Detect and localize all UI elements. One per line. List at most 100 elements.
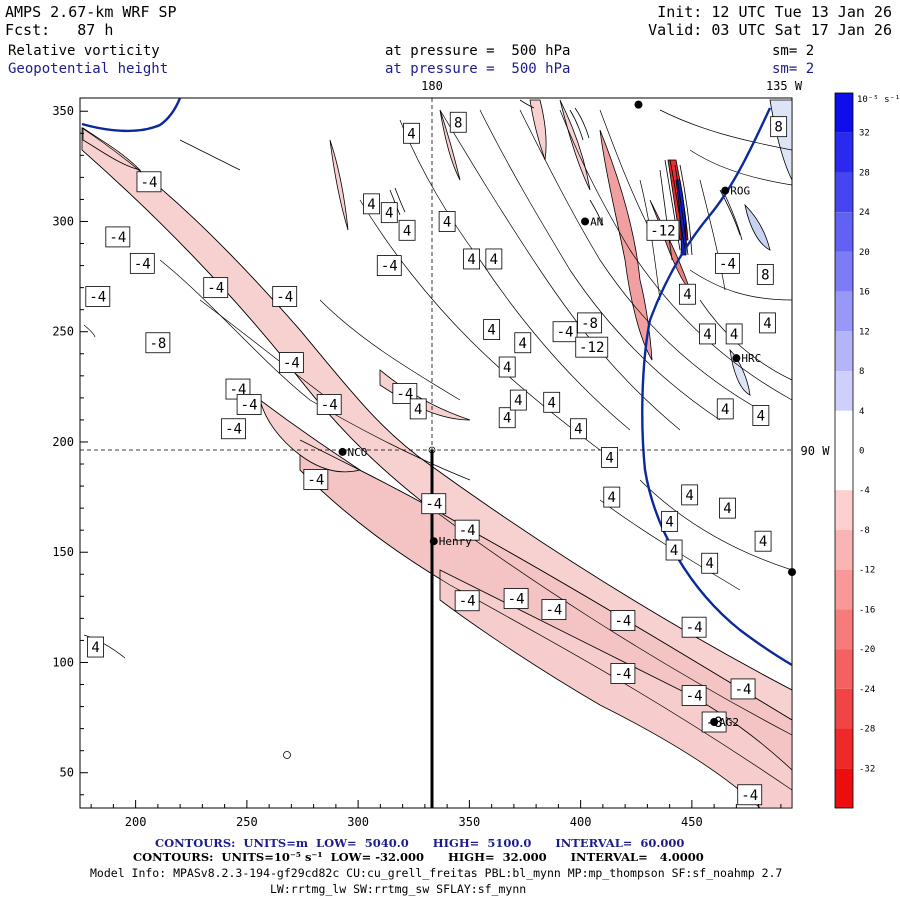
axes: 200 250 300 350 400 450 50 100 150 200 250 300 350 [52,104,782,829]
station-marker [429,537,438,546]
pos-core [675,179,687,256]
contour-label: -4 [85,286,111,307]
contour-label-box [85,286,111,307]
contour-label-box [316,394,342,415]
stations: NCO Henry AN ROG HRC AG2 [338,100,796,729]
vort-contour [639,479,792,571]
station-marker [710,718,719,727]
vort-contour [519,99,535,109]
contour-label-box [403,122,420,144]
contour-label: -4 [552,321,578,343]
colorbar-tick-label: 24 [859,208,870,218]
contour-label: 4 [699,323,716,345]
contour-label: 4 [725,323,743,345]
contour-label-box [725,323,743,345]
colorbar-bin [835,410,853,451]
contour-label-box [681,484,699,506]
contour-label: -4 [421,493,447,515]
contour-label: -4 [105,226,131,248]
contour-label-text: 4 [403,223,411,239]
geopotential-contours [81,98,792,667]
contour-label-box [737,784,763,806]
vort-contour [394,187,406,213]
field2-name: Geopotential height [8,61,169,77]
contour-label-box [236,394,262,415]
contour-label-box [498,407,516,429]
vort-contour [559,109,792,401]
contour-label: -4 [272,286,298,307]
contour-label-text: -8 [581,316,598,332]
neg-band-9 [439,109,461,181]
station-marker [634,100,643,109]
vort-contour [199,299,331,401]
contour-label: 4 [752,405,770,426]
contour-label: 4 [485,248,503,270]
y-tick-label: 350 [52,104,74,118]
neg-band-4 [259,399,361,473]
colorbar-bin [835,212,853,252]
contour-label-text: 4 [547,395,555,411]
vort-contour [479,109,721,421]
contour-label: 4 [509,389,527,411]
contour-label-text: -4 [207,281,224,297]
contour-label: -4 [715,252,740,274]
contour-label-box [398,219,416,241]
contour-label-text: 4 [91,640,99,656]
x-tick-label: 300 [347,815,369,829]
contour-label-box [699,323,716,345]
contour-label-text: 4 [683,287,691,303]
contour-label: 4 [754,530,772,552]
contour-label-box [541,599,567,620]
station-label: NCO [348,446,368,459]
x-tick-label: 450 [681,815,703,829]
contour-label-text: -4 [508,592,525,608]
station-marker [581,217,590,226]
lon-label-180: 180 [421,79,443,93]
colorbar-bin [835,251,853,292]
contour-label-box [679,283,696,305]
vort-contour [81,149,792,736]
contour-label-box [752,405,770,426]
colorbar-tick-label: -32 [859,764,875,774]
contour-label-text: -4 [307,472,324,488]
pole-marker [428,446,436,454]
contour-label-text: 4 [757,409,765,425]
contour-label-text: 4 [759,534,767,550]
contour-label: -12 [646,219,680,241]
fcst-value: 87 h [77,21,114,39]
footer2-high: HIGH= 32.000 [448,850,547,864]
contour-label: -4 [136,171,162,193]
contour-label-text: 4 [730,327,738,343]
contour-label: 4 [665,539,683,561]
contour-label-box [716,398,734,420]
contour-label-box [701,552,719,574]
contour-label: -4 [278,352,304,373]
contour-label-box [514,332,532,354]
contour-label-text: 4 [367,197,375,213]
contour-label: -4 [737,784,763,806]
colorbar-bin [835,569,853,610]
vort-contour [724,194,743,241]
contour-label: 4 [759,312,776,334]
contour-label-text: -4 [89,289,106,305]
contour-label: 4 [543,391,561,413]
fcst-label: Fcst: [5,21,51,39]
contour-label-text: -4 [459,523,476,539]
contour-label-text: -4 [614,614,631,630]
footer2-units: UNITS=10⁻⁵ s⁻¹ [221,850,323,864]
contour-label: -4 [303,469,329,490]
contour-label: -4 [316,394,342,415]
contour-label: 4 [403,122,420,144]
colorbar-frame [834,92,854,809]
vort-contour [669,159,686,251]
contour-label-text: -4 [557,325,574,341]
contour-label: 4 [701,552,719,574]
contour-label-text: 4 [503,411,511,427]
y-tick-label: 200 [52,435,74,449]
contour-label-text: 8 [761,267,769,283]
contour-label: 4 [463,248,481,270]
contour-label: -12 [575,336,609,358]
contour-label: -4 [236,394,262,415]
contour-label-box [463,248,481,270]
footer-line1: CONTOURS: UNITS=m LOW= 5040.0 HIGH= 5100… [155,836,684,850]
